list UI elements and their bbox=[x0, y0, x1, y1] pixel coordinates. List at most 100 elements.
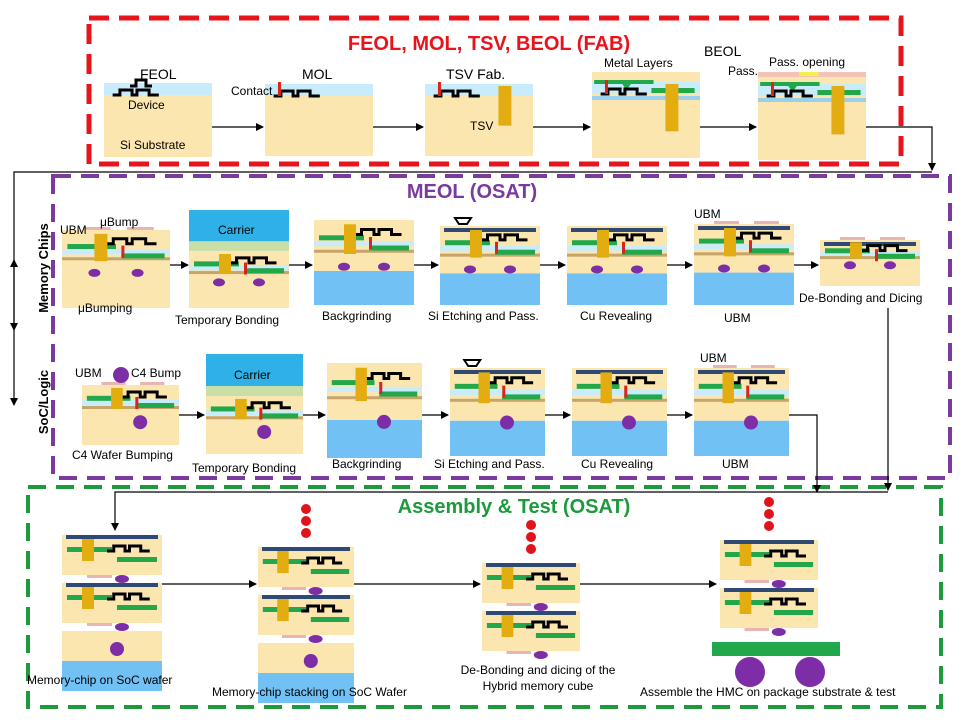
gate-metal bbox=[120, 390, 167, 399]
meol-wafer bbox=[440, 217, 540, 305]
dielectric-layer bbox=[327, 386, 422, 392]
ubm-pad bbox=[754, 221, 779, 224]
bga-ball bbox=[735, 657, 765, 687]
top-passivation bbox=[444, 228, 536, 232]
etch-cap bbox=[462, 359, 483, 367]
micro-bump bbox=[718, 264, 730, 273]
dielectric-layer bbox=[62, 249, 170, 255]
memory-chips-side-label: Memory Chips bbox=[36, 223, 51, 313]
soc-temp-bonding-label: Temporary Bonding bbox=[192, 461, 296, 475]
tsv-via bbox=[739, 544, 752, 566]
metal-line bbox=[535, 585, 576, 590]
bga-ball bbox=[795, 657, 825, 687]
memory-chip bbox=[482, 611, 580, 651]
micro-bump bbox=[504, 265, 516, 274]
ubm-pad bbox=[840, 237, 865, 240]
micro-bump bbox=[533, 603, 548, 611]
flow-arrow bbox=[866, 126, 936, 171]
micro-bump bbox=[758, 264, 770, 273]
ubm-pad bbox=[713, 365, 737, 368]
metal-line bbox=[86, 395, 131, 401]
layer bbox=[314, 249, 414, 253]
tsv-via bbox=[600, 372, 612, 404]
fab-wafer bbox=[592, 72, 700, 158]
gate-metal bbox=[764, 597, 806, 606]
memory-chip bbox=[720, 588, 818, 628]
meol-section-title: MEOL (OSAT) bbox=[407, 181, 537, 203]
ubm-pad bbox=[744, 628, 769, 631]
c4-bump bbox=[500, 415, 514, 430]
continuation-dot bbox=[526, 544, 536, 554]
meol-wafer bbox=[694, 221, 794, 305]
si-substrate-label: Si Substrate bbox=[120, 138, 186, 152]
memory-chip bbox=[258, 547, 354, 587]
metal-line bbox=[773, 562, 814, 567]
silicon bbox=[820, 240, 920, 286]
mem-cu-reveal-label: Cu Revealing bbox=[580, 309, 652, 323]
asm-step3-line1-label: De-Bonding and dicing of the bbox=[461, 663, 616, 677]
carrier-bottom bbox=[567, 273, 667, 305]
device-label: Device bbox=[128, 98, 165, 112]
gate-metal bbox=[480, 233, 528, 242]
fab-section-frame bbox=[86, 15, 904, 167]
asm-step2-label: Memory-chip stacking on SoC Wafer bbox=[212, 685, 407, 699]
soc-ubm-top-label: UBM bbox=[700, 351, 727, 365]
ubm-pad bbox=[87, 575, 112, 578]
tsv-via bbox=[722, 372, 734, 404]
top-passivation bbox=[824, 242, 916, 246]
pass-opening bbox=[799, 72, 819, 76]
metal-line bbox=[624, 394, 663, 400]
mem-debond-label: De-Bonding and Dicing bbox=[799, 291, 922, 305]
fab-wafer bbox=[104, 83, 212, 157]
continuation-dot bbox=[301, 504, 311, 514]
meol-wafer bbox=[314, 220, 414, 305]
micro-bump bbox=[844, 261, 856, 270]
tsv-via bbox=[82, 587, 94, 609]
soc-carrier-label: Carrier bbox=[234, 368, 271, 382]
wafer-illustrations bbox=[62, 72, 920, 703]
metal-line bbox=[369, 245, 409, 251]
bond-layer bbox=[189, 241, 289, 252]
ubm-pad bbox=[506, 651, 531, 654]
meol-section-frame bbox=[51, 174, 952, 480]
mem-si-etch-label: Si Etching and Pass. bbox=[428, 309, 539, 323]
gate-metal bbox=[107, 544, 150, 553]
dielectric-layer bbox=[567, 245, 667, 251]
meol-wafer bbox=[572, 368, 667, 456]
metal-line bbox=[576, 383, 620, 389]
tsv-via bbox=[344, 224, 356, 254]
contact-plug bbox=[244, 262, 247, 275]
assembly-section-frame bbox=[26, 485, 943, 709]
mem-ubm-bottom-label: UBM bbox=[724, 311, 751, 325]
ubm-pad bbox=[282, 587, 306, 590]
carrier-bottom bbox=[327, 420, 422, 458]
soc-c4-bump-label: C4 Bump bbox=[131, 366, 181, 380]
ubm-pad bbox=[751, 365, 775, 368]
micro-bump bbox=[771, 628, 786, 636]
micro-bump bbox=[213, 278, 225, 287]
chip-stack bbox=[258, 504, 354, 703]
micro-bump bbox=[591, 265, 603, 274]
fab-section-title: FEOL, MOL, TSV, BEOL (FAB) bbox=[348, 33, 630, 55]
micro-bump bbox=[338, 262, 350, 271]
c4-bump bbox=[110, 642, 124, 656]
dielectric-layer bbox=[758, 98, 866, 102]
via bbox=[788, 86, 797, 92]
tsv-via bbox=[470, 229, 482, 258]
ubm-pad bbox=[83, 227, 111, 230]
dielectric-layer bbox=[206, 410, 303, 416]
metal-line bbox=[825, 248, 870, 254]
continuation-dot bbox=[764, 521, 774, 531]
layer bbox=[572, 398, 667, 402]
micro-bump bbox=[308, 635, 323, 643]
ubm-pad bbox=[87, 623, 112, 626]
carrier-bottom bbox=[572, 420, 667, 456]
fab-wafer bbox=[425, 82, 533, 156]
package-substrate bbox=[712, 642, 840, 656]
gate-metal bbox=[105, 237, 157, 246]
mem-backgrinding-label: Backgrinding bbox=[322, 309, 391, 323]
layer bbox=[82, 406, 179, 409]
tsv-via bbox=[831, 86, 845, 135]
c4-bump bbox=[303, 654, 318, 668]
metal-line bbox=[117, 557, 157, 562]
